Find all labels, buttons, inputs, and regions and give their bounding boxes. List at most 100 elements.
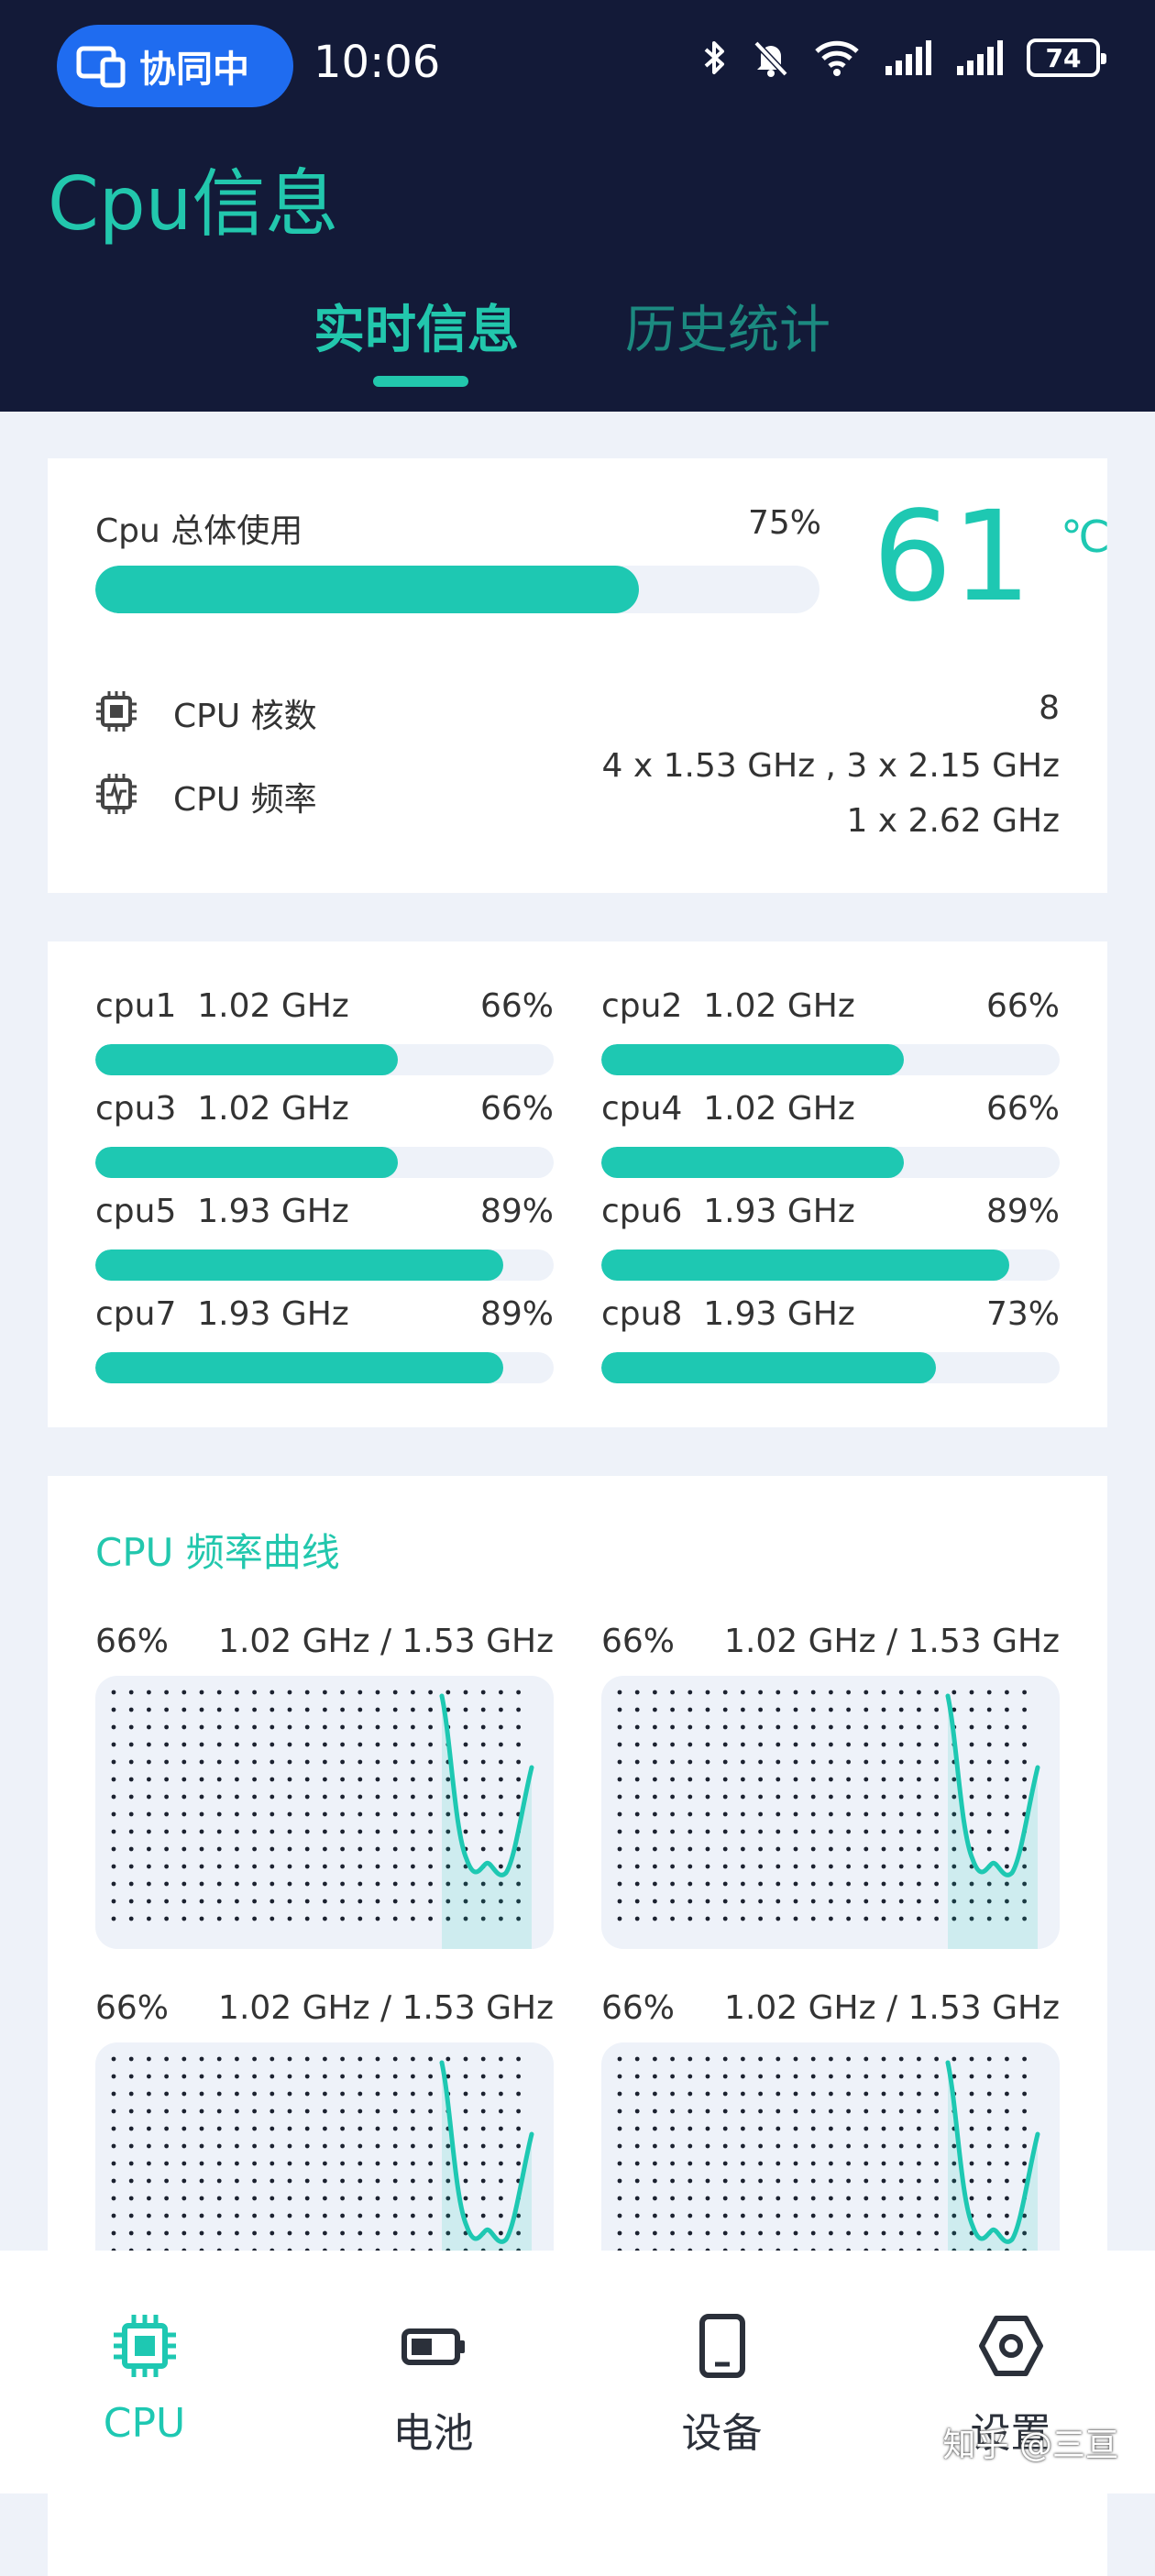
graph-frequency: 1.02 GHz / 1.53 GHz [724,1989,1060,2027]
graph-percent: 66% [601,1989,676,2027]
core-progress-fill [95,1352,503,1383]
frequency-line [945,2060,1040,2244]
mute-bell-icon [754,40,788,77]
core-progress-fill [95,1044,398,1075]
bluetooth-icon [704,41,724,74]
collab-label: 协同中 [139,49,249,91]
frequency-label: CPU 频率 [173,781,317,819]
core-progress-fill [95,1147,398,1178]
app-header: 协同中 10:06 [0,0,1155,412]
status-bar: 协同中 10:06 [0,0,1155,133]
frequency-area [442,1696,532,1949]
core-name: cpu8 1.93 GHz [601,1295,855,1333]
core-name: cpu6 1.93 GHz [601,1193,855,1230]
cpu-summary-card: Cpu 总体使用 75% 61 ℃ CPU 核数 8 CPU 频率 4 x 1.… [48,458,1110,893]
graph-frequency: 1.02 GHz / 1.53 GHz [218,1989,554,2027]
core-usage-item: cpu6 1.93 GHz 89% [601,1193,1060,1281]
battery-icon [402,2328,465,2365]
graph-percent: 66% [95,1623,170,1660]
core-usage-item: cpu4 1.02 GHz 66% [601,1090,1060,1178]
core-usage-item: cpu5 1.93 GHz 89% [95,1193,554,1281]
core-percent: 73% [985,1295,1060,1333]
core-name: cpu4 1.02 GHz [601,1090,855,1128]
temperature-unit: ℃ [1061,512,1110,563]
graph-percent: 66% [601,1623,676,1660]
core-name: cpu3 1.02 GHz [95,1090,349,1128]
graph-frequency: 1.02 GHz / 1.53 GHz [218,1623,554,1660]
frequency-chip-icon [96,774,137,814]
core-percent: 66% [479,987,554,1025]
nav-label-device: 设备 [681,2410,763,2457]
frequency-curve-svg [111,1690,534,1949]
core-progress-fill [601,1352,936,1383]
core-progress-bar [95,1044,554,1075]
core-progress-bar [601,1249,1060,1281]
core-progress-fill [601,1044,904,1075]
core-progress-bar [601,1147,1060,1178]
device-icon [699,2314,745,2378]
multi-device-icon [76,46,126,88]
nav-label-cpu: CPU [103,2400,186,2447]
core-usage-item: cpu1 1.02 GHz 66% [95,987,554,1075]
core-usage-item: cpu2 1.02 GHz 66% [601,987,1060,1075]
frequency-line [945,1693,1040,1877]
usage-percent: 75% [747,504,821,542]
chip-icon [96,691,137,732]
nav-item-device[interactable]: 设备 [578,2251,866,2493]
frequency-curves-title: CPU 频率曲线 [95,1530,340,1575]
nav-label-battery: 电池 [392,2410,474,2457]
core-progress-bar [95,1249,554,1281]
frequency-curve-svg [617,1690,1040,1949]
frequency-line [439,1693,534,1877]
settings-icon [979,2316,1043,2376]
nav-item-battery[interactable]: 电池 [289,2251,578,2493]
plot-grid-dots [617,1690,1027,1921]
core-progress-bar [95,1147,554,1178]
plot-grid-dots [111,1690,521,1921]
core-progress-bar [601,1352,1060,1383]
core-usage-item: cpu3 1.02 GHz 66% [95,1090,554,1178]
core-name: cpu5 1.93 GHz [95,1193,349,1230]
core-percent: 89% [479,1295,554,1333]
core-name: cpu1 1.02 GHz [95,987,349,1025]
core-progress-bar [601,1044,1060,1075]
temperature-value: 61 [873,485,1032,630]
core-progress-fill [601,1147,904,1178]
tab-realtime[interactable]: 实时信息 [314,301,519,360]
frequency-line [439,2060,534,2244]
usage-progress-fill [95,566,639,613]
status-icons: 74 [700,39,1106,77]
nav-item-settings[interactable]: 设置 [866,2251,1155,2493]
core-progress-fill [601,1249,1009,1281]
cores-label: CPU 核数 [173,698,317,735]
graph-percent: 66% [95,1989,170,2027]
bottom-navigation: CPU 电池 设备 设置 [0,2251,1155,2493]
core-usage-item: cpu7 1.93 GHz 89% [95,1295,554,1383]
wifi-icon [815,40,859,76]
core-percent: 66% [985,1090,1060,1128]
tab-indicator [373,376,468,387]
core-percent: 66% [985,987,1060,1025]
frequency-plot [95,1676,554,1949]
tab-history[interactable]: 历史统计 [625,301,830,360]
core-usage-item: cpu8 1.93 GHz 73% [601,1295,1060,1383]
core-percent: 66% [479,1090,554,1128]
core-progress-bar [95,1352,554,1383]
frequency-area [948,1696,1038,1949]
core-name: cpu7 1.93 GHz [95,1295,349,1333]
cpu-icon [114,2315,176,2377]
usage-label: Cpu 总体使用 [95,512,303,550]
page-title: Cpu信息 [48,161,339,247]
core-name: cpu2 1.02 GHz [601,987,855,1025]
core-percent: 89% [479,1193,554,1230]
signal-1-icon [886,40,931,75]
cores-value: 8 [1039,689,1060,727]
collab-badge[interactable]: 协同中 [57,25,293,107]
nav-label-settings: 设置 [970,2410,1051,2457]
graph-frequency: 1.02 GHz / 1.53 GHz [724,1623,1060,1660]
battery-indicator: 74 [1027,39,1106,77]
status-time: 10:06 [314,37,441,88]
signal-2-icon [957,40,1003,75]
frequency-plot [601,1676,1060,1949]
nav-item-cpu[interactable]: CPU [0,2251,289,2493]
